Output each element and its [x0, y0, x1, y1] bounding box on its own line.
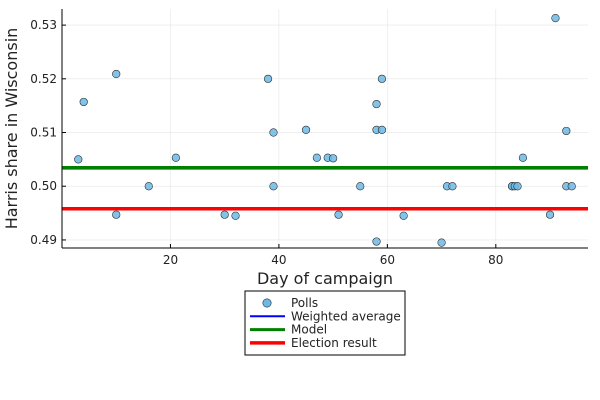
poll-point [562, 126, 571, 136]
legend-label: Weighted average [291, 309, 401, 323]
poll-point [437, 238, 446, 247]
poll-point [269, 128, 278, 137]
poll-point [448, 182, 457, 191]
poll-point [301, 125, 311, 134]
y-tick-label: 0.53 [30, 18, 57, 32]
poll-point [112, 210, 121, 219]
legend-label: Model [291, 323, 327, 337]
poll-point [399, 211, 408, 220]
poll-point [263, 74, 273, 83]
poll-point [372, 99, 381, 109]
poll-point [144, 182, 153, 191]
legend-label: Election result [291, 336, 377, 350]
poll-point [551, 14, 560, 23]
poll-point [372, 237, 381, 246]
axis-ticks: 20 40 60 80 0.49 0.50 0.51 0.52 0.53 [30, 18, 503, 267]
poll-point [567, 182, 576, 191]
poll-point [513, 182, 522, 191]
poll-point [312, 153, 321, 162]
legend-label: Polls [291, 296, 318, 310]
y-tick-label: 0.50 [30, 179, 57, 193]
poll-point [112, 69, 121, 79]
plot-frame [61, 9, 588, 249]
y-tick-label: 0.51 [30, 126, 57, 140]
chart-marks [62, 14, 588, 247]
poll-point [269, 182, 278, 191]
poll-point [171, 153, 180, 162]
poll-point [231, 211, 240, 220]
poll-point [545, 210, 555, 219]
x-tick-label: 40 [271, 253, 286, 267]
grid [62, 9, 588, 248]
poll-point [329, 154, 338, 163]
x-tick-label: 80 [488, 253, 503, 267]
poll-point [356, 182, 365, 191]
poll-point [220, 210, 229, 219]
poll-point [377, 125, 387, 134]
y-tick-label: 0.52 [30, 72, 57, 86]
x-tick-label: 60 [380, 253, 395, 267]
y-axis-label: Harris share in Wisconsin [2, 28, 21, 230]
y-tick-label: 0.49 [30, 233, 57, 247]
x-tick-label: 20 [163, 253, 178, 267]
x-axis-label: Day of campaign [257, 269, 393, 288]
poll-point [74, 155, 83, 164]
poll-point [79, 97, 88, 107]
poll-point [518, 153, 528, 162]
poll-point [377, 74, 387, 83]
legend-marker-polls [262, 298, 272, 308]
poll-point [334, 210, 343, 219]
